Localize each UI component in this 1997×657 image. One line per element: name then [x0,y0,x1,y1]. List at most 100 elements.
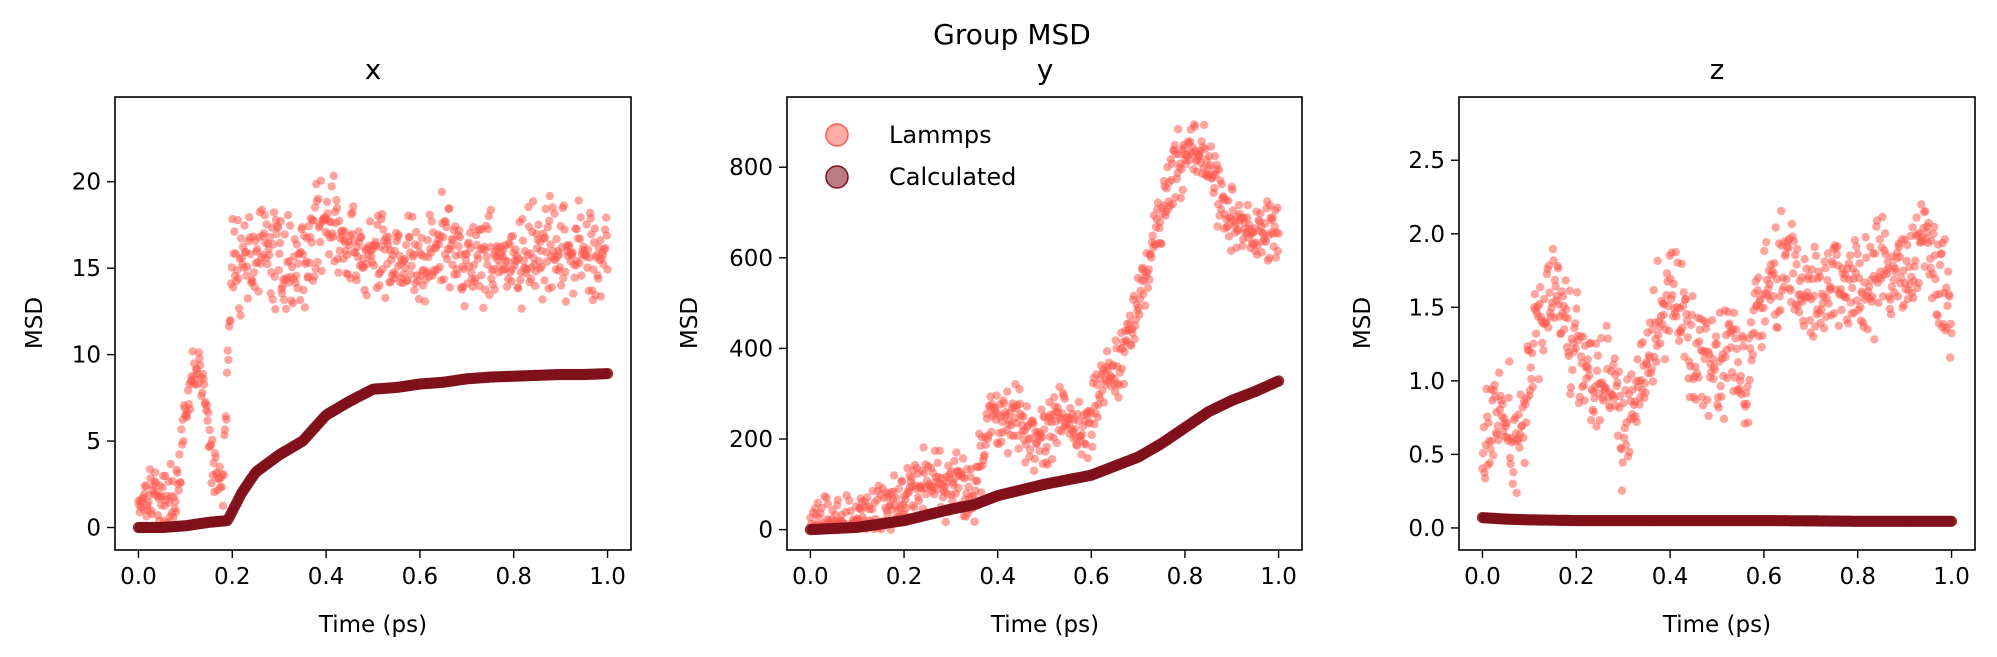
lammps-point [471,274,480,283]
lammps-point [195,354,204,363]
lammps-point [438,233,448,242]
lammps-point [343,250,352,260]
lammps-point [234,274,243,283]
lammps-point [576,213,585,222]
lammps-point [598,251,607,260]
lammps-point [1544,323,1553,332]
lammps-point [1554,264,1563,273]
lammps-point [1746,318,1756,327]
ticks-z: 0.0 0.2 0.4 0.6 0.8 1.0 0.0 0.5 1.0 1.5 2.0 2.5 [1408,148,1969,590]
lammps-point [1155,218,1165,227]
lammps-point [1946,353,1955,362]
lammps-point [1593,366,1602,375]
lammps-point [1223,221,1232,231]
lammps-point [1030,454,1040,463]
lammps-point [1632,417,1642,426]
lammps-point [1931,274,1940,284]
lammps-point [323,209,332,218]
lammps-point [1114,393,1123,402]
lammps-point [538,295,547,304]
lammps-point [1648,325,1657,334]
lammps-point [1593,351,1603,360]
x-tick-label: 1.0 [1260,564,1297,590]
lammps-point [158,483,167,492]
lammps-point [277,289,287,298]
lammps-point [271,305,280,314]
lammps-point [954,483,963,493]
lammps-point [1495,368,1504,377]
lammps-point [410,286,419,295]
lammps-point [171,507,181,517]
lammps-point [1048,455,1057,464]
lammps-point [1494,435,1503,445]
lammps-point [483,260,492,269]
lammps-point [1087,430,1096,439]
lammps-point [1130,334,1139,344]
lammps-point [279,295,289,305]
lammps-point [1717,392,1726,401]
lammps-point [243,262,252,272]
lammps-point [1576,352,1586,361]
lammps-point [435,262,444,272]
lammps-point [233,216,242,225]
lammps-point [1738,334,1748,343]
lammps-point [1077,450,1086,459]
lammps-point [445,204,454,213]
lammps-point [1719,414,1729,423]
lammps-point [1274,229,1283,238]
lammps-point [434,240,444,249]
lammps-point [232,266,242,275]
lammps-point [822,493,831,502]
lammps-point [910,503,919,512]
lammps-point [1688,292,1697,301]
lammps-point [1038,432,1047,442]
y-tick-label: 0.0 [1408,516,1445,542]
lammps-point [1585,371,1594,380]
lammps-point [1784,243,1793,253]
lammps-point [1170,140,1180,150]
lammps-point [1120,347,1129,357]
lammps-point [1868,292,1877,302]
y-tick-label: 600 [729,246,773,272]
lammps-point [1908,223,1917,232]
lammps-point [1893,292,1903,301]
lammps-point [596,236,605,245]
lammps-point [1265,201,1275,210]
lammps-point [1731,334,1740,343]
lammps-point [1561,276,1570,285]
lammps-point [1855,259,1864,268]
lammps-point [1770,259,1779,268]
lammps-point [1042,442,1052,452]
lammps-point [259,229,269,238]
lammps-point [1743,382,1752,391]
lammps-point [550,209,559,218]
lammps-point [1224,232,1234,241]
lammps-point [568,248,577,257]
lammps-point [1878,212,1887,222]
lammps-point [1674,336,1684,346]
lammps-point [407,261,416,271]
lammps-point [175,450,184,459]
lammps-point [1515,443,1524,452]
lammps-point [316,237,325,247]
lammps-point [1635,400,1644,409]
lammps-point [211,453,220,462]
lammps-point [987,427,996,437]
lammps-point [1757,342,1766,352]
lammps-point [408,212,417,221]
lammps-point [1527,374,1536,384]
lammps-point [1707,316,1717,325]
lammps-point [935,446,944,456]
lammps-point [1945,292,1954,301]
lammps-point [460,301,469,311]
lammps-point [1854,273,1864,283]
lammps-point [505,240,514,249]
lammps-point [379,225,388,234]
calculated-point [1945,515,1958,527]
lammps-point [1668,291,1677,300]
lammps-point [1909,293,1918,303]
lammps-point [298,223,307,232]
lammps-point [269,240,278,249]
lammps-point [1627,370,1636,379]
lammps-point [292,240,301,249]
